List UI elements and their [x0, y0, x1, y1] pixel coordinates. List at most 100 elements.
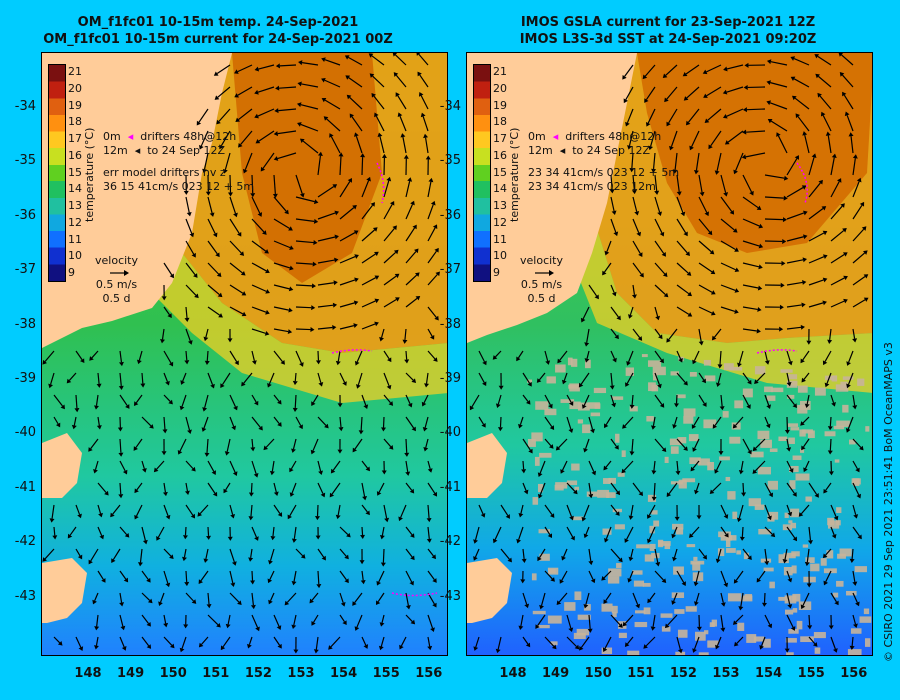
current-arrow [381, 526, 385, 536]
missing-data-cell [583, 604, 591, 611]
current-arrow-head [811, 153, 817, 158]
missing-data-cell [842, 376, 854, 380]
current-arrow [381, 614, 385, 623]
current-arrow [674, 152, 678, 170]
current-arrow-head [254, 89, 259, 95]
current-arrow [163, 504, 169, 516]
current-arrow-head [723, 582, 729, 588]
current-arrow [764, 504, 771, 517]
current-arrow [610, 482, 619, 493]
current-arrow [544, 636, 555, 647]
missing-data-cell [660, 613, 673, 618]
current-arrow [830, 181, 840, 198]
current-arrow-head [516, 538, 521, 544]
current-arrow-head [800, 421, 805, 426]
current-arrow [250, 548, 253, 558]
current-arrow [588, 284, 598, 297]
current-arrow-head [299, 192, 305, 198]
current-arrow-head [254, 113, 259, 119]
current-arrow [361, 180, 370, 198]
missing-data-cell [546, 376, 556, 384]
current-arrow [588, 460, 595, 472]
current-arrow-head [379, 622, 385, 627]
current-arrow [185, 328, 191, 342]
current-arrow-head [770, 532, 776, 538]
current-arrow [229, 394, 236, 408]
current-arrow [348, 56, 363, 66]
current-arrow [273, 240, 291, 249]
depth-12m: 12m [103, 144, 128, 157]
current-arrow-head [212, 491, 218, 497]
current-arrow-head [222, 169, 228, 174]
current-arrow [624, 614, 634, 624]
current-arrow [207, 526, 210, 536]
current-arrow [268, 372, 275, 385]
missing-data-cell [629, 406, 638, 412]
current-arrow-head [798, 512, 804, 517]
current-arrow-head [49, 518, 55, 523]
current-arrow [53, 526, 56, 536]
current-arrow-head [254, 66, 260, 72]
current-arrow-head [481, 422, 486, 428]
current-arrow-head [766, 404, 772, 410]
current-arrow [382, 548, 385, 563]
current-arrow [561, 460, 568, 471]
current-arrow [653, 482, 656, 497]
current-arrow [203, 152, 209, 170]
current-arrow-head [604, 537, 609, 543]
current-arrow [720, 174, 727, 193]
current-arrow [580, 372, 590, 385]
current-arrow [804, 134, 810, 154]
current-arrow [802, 592, 810, 606]
missing-data-cell [791, 551, 800, 557]
current-arrow-head [198, 579, 203, 585]
right-colorbar-title: temperature (°C) [508, 127, 521, 222]
drifter-track [376, 162, 385, 204]
current-arrow-head [707, 230, 713, 236]
current-arrow-head [142, 539, 148, 545]
current-arrow-head [739, 536, 745, 541]
current-arrow [734, 416, 744, 426]
current-arrow-head [604, 423, 609, 429]
current-arrow [200, 570, 209, 582]
current-arrow-head [386, 176, 392, 182]
current-arrow-head [250, 447, 256, 452]
current-arrow-head [275, 63, 280, 69]
current-arrow [786, 212, 805, 220]
current-arrow-head [344, 578, 349, 584]
current-arrow [848, 350, 854, 363]
current-arrow [75, 394, 78, 409]
missing-data-cell [823, 568, 837, 574]
current-arrow-head [287, 329, 293, 335]
current-arrow-head [315, 360, 321, 365]
current-arrow-head [291, 580, 297, 586]
missing-data-cell [802, 429, 813, 434]
current-arrow-head [48, 383, 54, 389]
current-arrow [372, 75, 385, 88]
current-arrow [566, 614, 572, 629]
latitude-label: -40 [439, 425, 461, 441]
current-arrow-head [828, 471, 834, 476]
current-arrow-head [254, 536, 259, 541]
current-arrow-head [318, 470, 324, 476]
missing-data-cell [647, 494, 657, 502]
current-arrow-head [734, 288, 740, 293]
missing-data-cell [766, 395, 776, 401]
current-arrow-head [298, 60, 303, 66]
current-arrow [95, 636, 99, 646]
current-arrow [135, 438, 143, 448]
current-arrow [405, 350, 408, 360]
current-arrow [673, 526, 678, 535]
missing-data-cell [813, 632, 826, 639]
current-arrow [273, 174, 276, 195]
current-arrow [185, 504, 194, 516]
missing-data-cell [807, 430, 815, 439]
longitude-label: 150 [159, 666, 187, 681]
current-arrow-head [231, 561, 237, 566]
missing-data-cell [616, 563, 622, 568]
current-arrow-head [370, 202, 375, 207]
current-arrow [806, 394, 810, 405]
current-arrow [163, 614, 167, 624]
velocity-scale-arrow [110, 270, 129, 276]
current-arrow [402, 136, 407, 154]
